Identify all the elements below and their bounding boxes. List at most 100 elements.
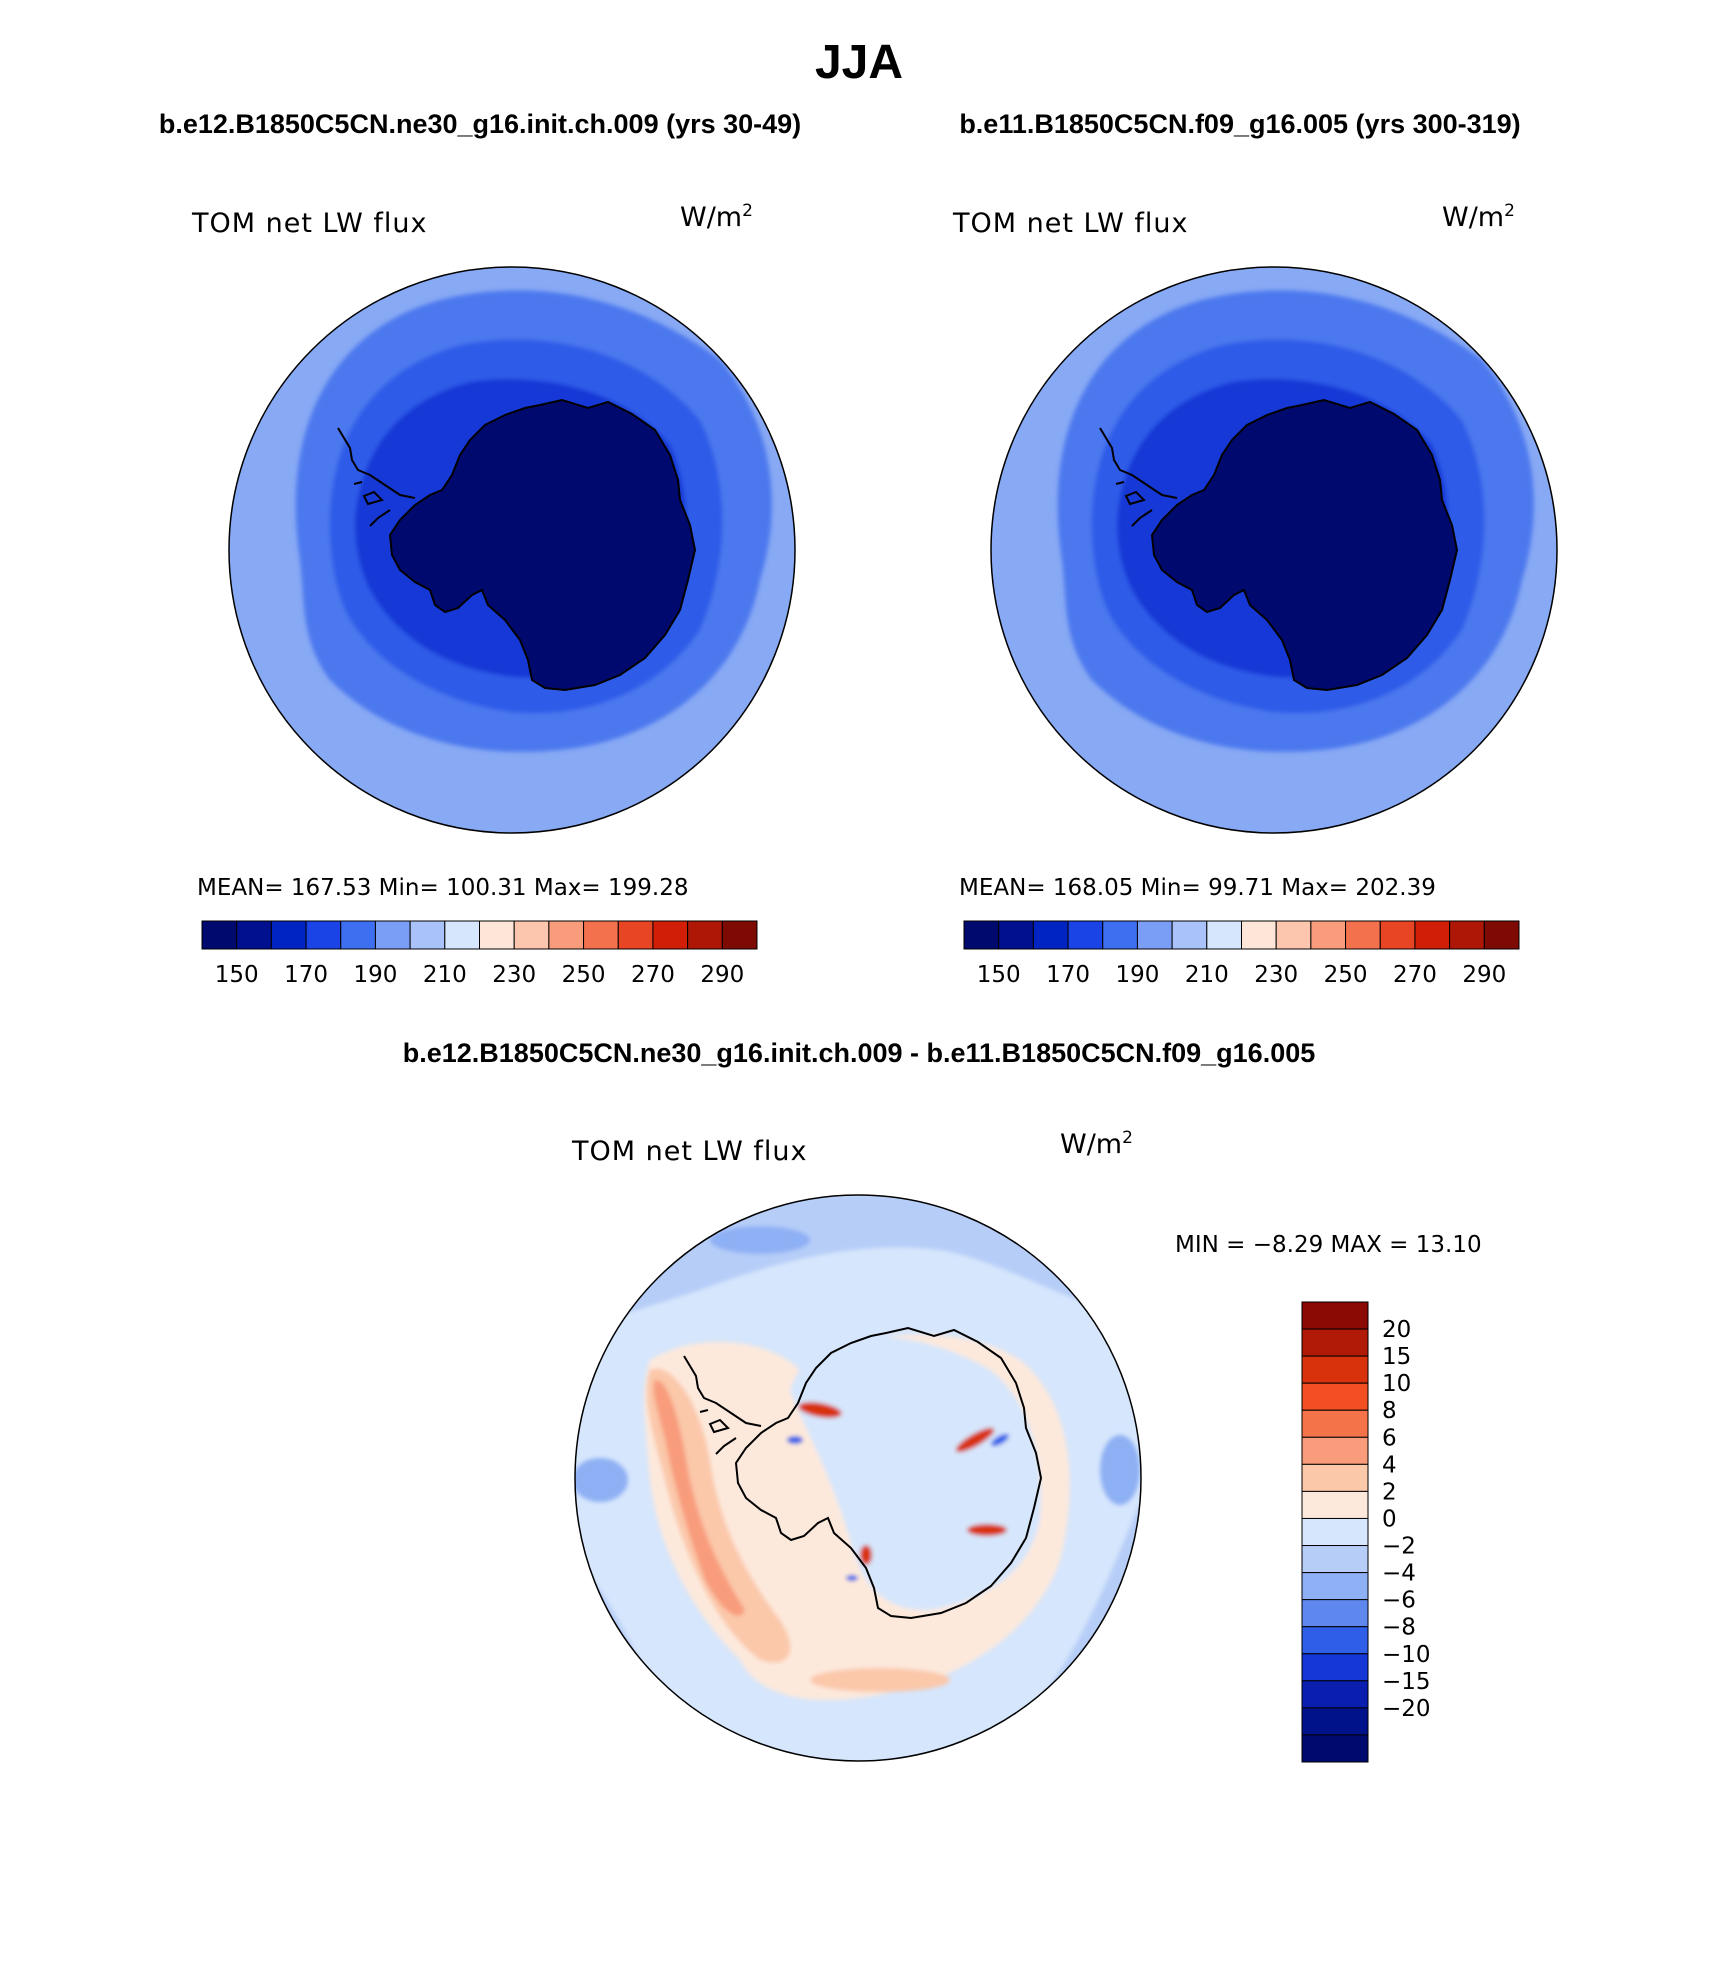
panel1-colorbar-swatch: [340, 920, 376, 950]
diff-colorbar-swatch: [1301, 1653, 1369, 1682]
diff-colorbar-swatch: [1301, 1626, 1369, 1655]
panel2-colorbar-swatch: [1379, 920, 1416, 950]
panel1-colorbar-swatch: [479, 920, 515, 950]
diff-colorbar-tick-label: −15: [1382, 1669, 1431, 1695]
diff-map: [575, 1195, 1141, 1761]
diff-colorbar-tick-label: 10: [1382, 1371, 1411, 1397]
panel1-title: b.e12.B1850C5CN.ne30_g16.init.ch.009 (yr…: [159, 109, 801, 139]
panel2-map: [991, 267, 1557, 833]
panel1-colorbar-tick-label: 290: [700, 962, 744, 988]
panel2-units-label: W/m2: [1442, 201, 1515, 233]
panel1-colorbar-tick-label: 170: [284, 962, 328, 988]
panel2-variable-label: TOM net LW flux: [952, 208, 1188, 239]
panel2-colorbar-swatch: [1206, 920, 1242, 950]
diff-colorbar-swatch: [1301, 1355, 1369, 1384]
panel2-colorbar-tick-label: 270: [1393, 962, 1437, 988]
diff-colorbar-swatch: [1301, 1301, 1369, 1330]
panel2-colorbar-swatch: [1345, 920, 1381, 950]
panel1-colorbar-swatch: [721, 920, 758, 950]
diff-colorbar-swatch: [1301, 1436, 1369, 1465]
panel1-colorbar-swatch: [409, 920, 446, 950]
panel1-colorbar-swatch: [583, 920, 619, 950]
panel2-colorbar-tick-label: 250: [1324, 962, 1368, 988]
panel1-map: [229, 267, 795, 833]
panel2-colorbar-swatch: [1241, 920, 1277, 950]
diff-colorbar-swatch: [1301, 1517, 1369, 1547]
diff-colorbar-tick-label: 2: [1382, 1479, 1397, 1505]
panel1-units-label: W/m2: [680, 201, 753, 233]
diff-colorbar-tick-label: −2: [1382, 1534, 1416, 1560]
panel2-colorbar-swatch: [1102, 920, 1138, 950]
diff-colorbar-tick-label: −6: [1382, 1588, 1416, 1614]
diff-map-border: [574, 1194, 1142, 1762]
panel2-colorbar-swatch: [1136, 920, 1173, 950]
panel1-colorbar-tick-label: 190: [353, 962, 397, 988]
panel2-colorbar-swatch: [998, 920, 1034, 950]
panel1-colorbar-swatch: [236, 920, 272, 950]
diff-colorbar-tick-label: 8: [1382, 1398, 1397, 1424]
panel1-colorbar-swatch: [687, 920, 723, 950]
panel1-colorbar-swatch: [270, 920, 307, 950]
panel2-colorbar-swatch: [1275, 920, 1312, 950]
diff-variable-label: TOM net LW flux: [571, 1136, 807, 1167]
diff-stats: MIN = −8.29 MAX = 13.10: [1175, 1232, 1482, 1258]
panel2-colorbar-swatch: [1483, 920, 1520, 950]
panel1-colorbar-tick-label: 230: [492, 962, 536, 988]
panel1-colorbar-tick-label: 210: [423, 962, 467, 988]
panel1-colorbar-swatch: [617, 920, 654, 950]
diff-colorbar-swatch: [1301, 1680, 1369, 1709]
diff-colorbar-swatch: [1301, 1572, 1369, 1601]
diff-colorbar-swatch: [1301, 1599, 1369, 1628]
diff-units-label: W/m2: [1060, 1128, 1133, 1160]
panel1-colorbar-tick-label: 250: [562, 962, 606, 988]
diff-colorbar-tick-label: −4: [1382, 1561, 1416, 1587]
diff-colorbar-swatch: [1301, 1382, 1369, 1411]
diff-colorbar-tick-label: 0: [1382, 1506, 1397, 1532]
diff-panel: TOM net LW flux W/m2 MIN = −8.29 MAX = 1…: [571, 1128, 1482, 1763]
panel2-colorbar-tick-label: 170: [1046, 962, 1090, 988]
diff-colorbar-swatch: [1301, 1409, 1369, 1438]
diff-colorbar-tick-label: −10: [1382, 1642, 1431, 1668]
panel2-stats: MEAN= 168.05 Min= 99.71 Max= 202.39: [959, 875, 1436, 901]
diff-colorbar-tick-label: −20: [1382, 1696, 1431, 1722]
diff-colorbar-tick-label: −8: [1382, 1615, 1416, 1641]
diff-colorbar-tick-label: 20: [1382, 1317, 1411, 1343]
panel1-colorbar-swatch: [201, 920, 238, 950]
panel2-colorbar-tick-label: 230: [1254, 962, 1298, 988]
diff-colorbar-tick-label: 15: [1382, 1344, 1411, 1370]
panel2-colorbar-tick-label: 150: [977, 962, 1021, 988]
panel2-colorbar-swatch: [1414, 920, 1451, 950]
panel2-colorbar-swatch: [1449, 920, 1485, 950]
panel1-colorbar-swatch: [548, 920, 585, 950]
diff-colorbar-swatch: [1301, 1490, 1369, 1519]
panel1-colorbar-swatch: [374, 920, 411, 950]
panel1-colorbar-swatch: [305, 920, 342, 950]
panel2-colorbar-tick-label: 210: [1185, 962, 1229, 988]
panel2-colorbar-swatch: [1067, 920, 1104, 950]
diff-colorbar-swatch: [1301, 1463, 1369, 1492]
panel2-colorbar-swatch: [1032, 920, 1069, 950]
panel2-map-border: [990, 266, 1558, 834]
panel2-colorbar-swatch: [1310, 920, 1347, 950]
figure-title: JJA: [815, 36, 903, 89]
diff-title: b.e12.B1850C5CN.ne30_g16.init.ch.009 - b…: [403, 1038, 1316, 1068]
panel2-colorbar-tick-label: 290: [1462, 962, 1506, 988]
diff-colorbar-tick-label: 6: [1382, 1425, 1397, 1451]
panel1-colorbar-swatch: [652, 920, 689, 950]
panel1-colorbar-swatch: [444, 920, 480, 950]
panel2-colorbar-tick-label: 190: [1115, 962, 1159, 988]
panel2-title: b.e11.B1850C5CN.f09_g16.005 (yrs 300-319…: [959, 109, 1520, 139]
diff-colorbar-swatch: [1301, 1545, 1369, 1574]
panel1-map-border: [228, 266, 796, 834]
diff-colorbar-swatch: [1301, 1734, 1369, 1763]
panel2-colorbar-swatch: [1171, 920, 1208, 950]
panel1-colorbar-tick-label: 270: [631, 962, 675, 988]
diff-colorbar-tick-label: 4: [1382, 1452, 1397, 1478]
panel2-colorbar-swatch: [963, 920, 1000, 950]
diff-colorbar-swatch: [1301, 1707, 1369, 1736]
panel1: TOM net LW flux W/m2 MEAN= 167.53 Min= 1…: [191, 201, 796, 988]
panel1-colorbar-swatch: [513, 920, 550, 950]
diff-colorbar-swatch: [1301, 1328, 1369, 1357]
